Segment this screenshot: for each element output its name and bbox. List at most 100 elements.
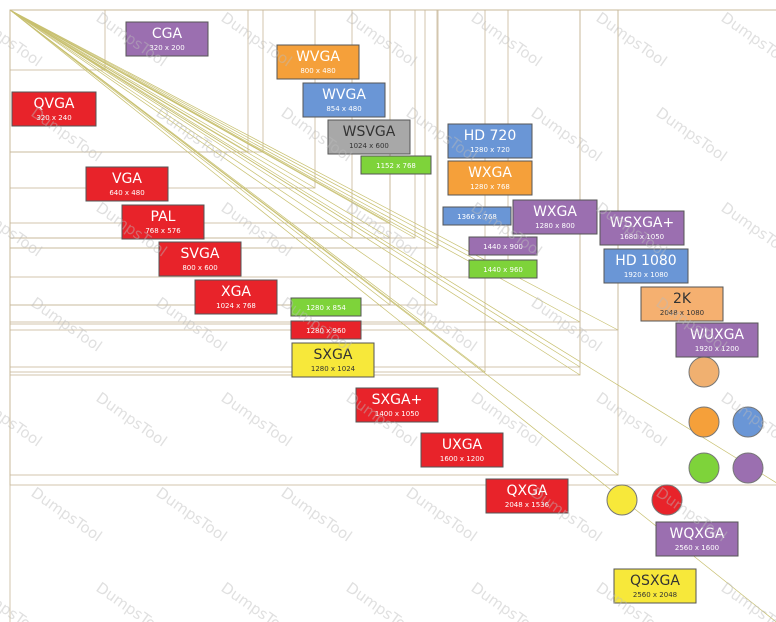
label-box bbox=[675, 322, 759, 358]
diagonal bbox=[9, 9, 391, 239]
label-resolution: 2560 x 2048 bbox=[633, 591, 677, 599]
label-resolution: 1280 x 854 bbox=[306, 304, 346, 312]
label-resolution: 1440 x 960 bbox=[483, 266, 523, 274]
diagonal bbox=[9, 9, 316, 189]
label-name: HD 720 bbox=[464, 128, 516, 144]
label-box bbox=[420, 432, 504, 468]
label-box bbox=[485, 478, 569, 514]
label-box bbox=[468, 236, 538, 256]
label-box bbox=[447, 123, 533, 159]
label-resolution: 1680 x 1050 bbox=[620, 233, 664, 241]
label-box bbox=[655, 521, 739, 557]
label-resolution: 1152 x 768 bbox=[376, 162, 416, 170]
label-name: XGA bbox=[221, 284, 251, 300]
label-box bbox=[302, 82, 386, 118]
label-name: SVGA bbox=[181, 246, 220, 262]
label-resolution: 1280 x 960 bbox=[306, 327, 346, 335]
circle bbox=[732, 406, 764, 438]
label-resolution: 800 x 480 bbox=[300, 67, 335, 75]
label-box bbox=[599, 210, 685, 246]
circle bbox=[688, 406, 720, 438]
label-resolution: 2560 x 1600 bbox=[675, 544, 719, 552]
label-box bbox=[613, 568, 697, 604]
label-box bbox=[125, 21, 209, 57]
label-box bbox=[85, 166, 169, 202]
label-resolution: 854 x 480 bbox=[326, 105, 361, 113]
label-box bbox=[327, 119, 411, 155]
label-name: WSVGA bbox=[343, 124, 396, 140]
label-resolution: 1366 x 768 bbox=[457, 213, 497, 221]
label-resolution: 1280 x 800 bbox=[535, 222, 575, 230]
label-name: QVGA bbox=[33, 96, 74, 112]
label-name: WXGA bbox=[468, 165, 512, 181]
label-name: VGA bbox=[112, 171, 142, 187]
outline bbox=[9, 9, 776, 622]
diagonal bbox=[9, 9, 776, 483]
label-name: 2K bbox=[673, 291, 692, 307]
label-resolution: 1400 x 1050 bbox=[375, 410, 419, 418]
label-box bbox=[512, 199, 598, 235]
label-box bbox=[11, 91, 97, 127]
label-resolution: 1024 x 768 bbox=[216, 302, 256, 310]
diagonal bbox=[9, 9, 391, 306]
label-resolution: 800 x 600 bbox=[182, 264, 217, 272]
label-name: QXGA bbox=[506, 483, 547, 499]
circle bbox=[651, 484, 683, 516]
label-resolution: 320 x 240 bbox=[36, 114, 71, 122]
diagonal bbox=[9, 9, 581, 376]
label-resolution: 320 x 200 bbox=[149, 44, 184, 52]
label-name: WUXGA bbox=[690, 327, 745, 343]
label-resolution: 1920 x 1200 bbox=[695, 345, 739, 353]
label-name: PAL bbox=[151, 209, 176, 225]
label-name: HD 1080 bbox=[615, 253, 676, 269]
label-box bbox=[194, 279, 278, 315]
label-box bbox=[360, 155, 432, 175]
label-name: QSXGA bbox=[630, 573, 680, 589]
label-name: WVGA bbox=[296, 49, 340, 65]
circle bbox=[688, 452, 720, 484]
label-box bbox=[290, 320, 362, 340]
label-name: WSXGA+ bbox=[610, 215, 674, 231]
label-resolution: 1280 x 1024 bbox=[311, 365, 356, 373]
labels: CGA 320 x 200 WVGA 800 x 480 QVGA 320 x 240 WV… bbox=[11, 21, 759, 604]
label-box bbox=[640, 286, 724, 322]
label-name: SXGA+ bbox=[372, 392, 423, 408]
label-box bbox=[121, 204, 205, 240]
label-box bbox=[290, 297, 362, 317]
diagonal bbox=[9, 9, 619, 476]
label-resolution: 1440 x 900 bbox=[483, 243, 523, 251]
label-box bbox=[442, 206, 512, 226]
circles bbox=[606, 356, 764, 516]
label-resolution: 2048 x 1080 bbox=[660, 309, 704, 317]
diagonal bbox=[9, 9, 438, 306]
diagonal bbox=[9, 9, 776, 622]
label-resolution: 1600 x 1200 bbox=[440, 455, 484, 463]
label-box bbox=[158, 241, 242, 277]
label-box bbox=[291, 342, 375, 378]
label-name: WXGA bbox=[533, 204, 577, 220]
label-name: WQXGA bbox=[670, 526, 725, 542]
label-box bbox=[276, 44, 360, 80]
diagonal bbox=[9, 9, 353, 239]
label-name: UXGA bbox=[442, 437, 483, 453]
label-name: CGA bbox=[152, 26, 183, 42]
label-resolution: 768 x 576 bbox=[145, 227, 181, 235]
circle bbox=[606, 484, 638, 516]
label-name: WVGA bbox=[322, 87, 366, 103]
label-box bbox=[447, 160, 533, 196]
diagonal bbox=[9, 9, 581, 368]
label-box bbox=[355, 387, 439, 423]
label-resolution: 1920 x 1080 bbox=[624, 271, 668, 279]
diagonal bbox=[9, 9, 416, 239]
label-resolution: 1280 x 768 bbox=[470, 183, 510, 191]
circle bbox=[732, 452, 764, 484]
label-resolution: 1024 x 600 bbox=[349, 142, 389, 150]
label-box bbox=[603, 248, 689, 284]
label-resolution: 1280 x 720 bbox=[470, 146, 510, 154]
label-name: SXGA bbox=[314, 347, 353, 363]
label-box bbox=[468, 259, 538, 279]
diagonal bbox=[9, 9, 439, 249]
circle bbox=[688, 356, 720, 388]
label-resolution: 640 x 480 bbox=[109, 189, 144, 197]
